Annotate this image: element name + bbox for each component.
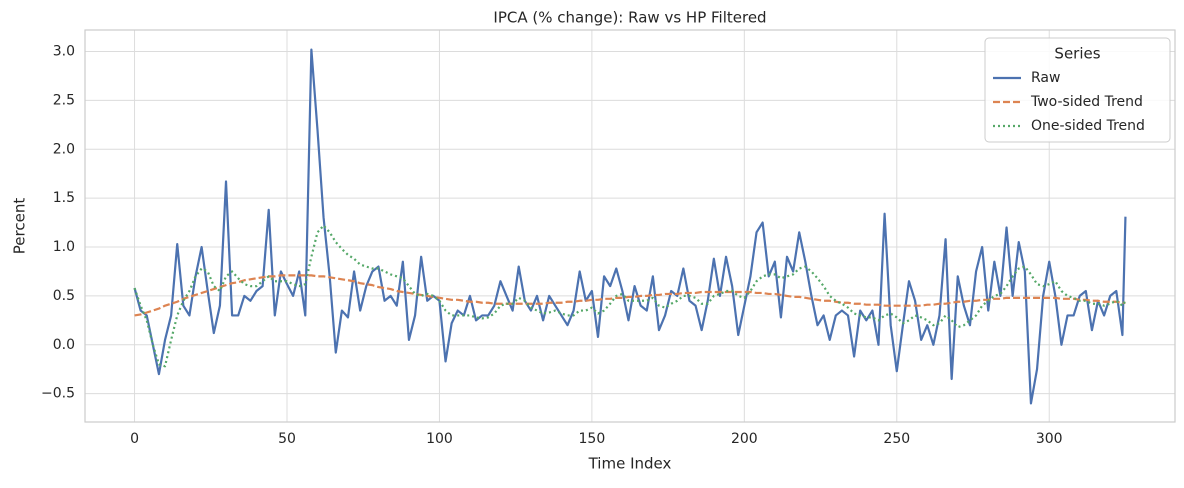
x-tick-label: 100 — [426, 431, 453, 447]
legend-label: One-sided Trend — [1031, 118, 1145, 134]
legend-box — [984, 37, 1171, 143]
chart-title: IPCA (% change): Raw vs HP Filtered — [493, 9, 766, 27]
x-tick-label: 200 — [731, 431, 758, 447]
legend: Series Raw Two-sided Trend One-sided Trend — [984, 37, 1171, 143]
y-tick-label: 2.5 — [53, 92, 75, 108]
x-tick-label: 300 — [1036, 431, 1063, 447]
y-tick-label: 1.5 — [53, 190, 75, 206]
y-axis-label: Percent — [11, 198, 29, 255]
y-tick-label: 0.0 — [53, 337, 75, 353]
y-tick-label: 3.0 — [53, 44, 75, 60]
x-axis-label: Time Index — [588, 455, 672, 473]
x-tick-label: 250 — [883, 431, 910, 447]
y-tick-label: 0.5 — [53, 288, 75, 304]
legend-title: Series — [1054, 45, 1100, 63]
data-line — [134, 274, 1126, 317]
y-tick-label: 1.0 — [53, 239, 75, 255]
x-tick-label: 0 — [130, 431, 139, 447]
x-tick-label: 50 — [278, 431, 296, 447]
y-tick-label: 2.0 — [53, 141, 75, 157]
y-tick-label: −0.5 — [41, 386, 75, 402]
plot-frame — [84, 29, 1176, 423]
legend-label: Two-sided Trend — [1030, 94, 1143, 110]
data-line — [133, 224, 1127, 368]
legend-label: Raw — [1031, 70, 1060, 86]
data-line — [133, 48, 1127, 405]
x-tick-label: 150 — [579, 431, 606, 447]
